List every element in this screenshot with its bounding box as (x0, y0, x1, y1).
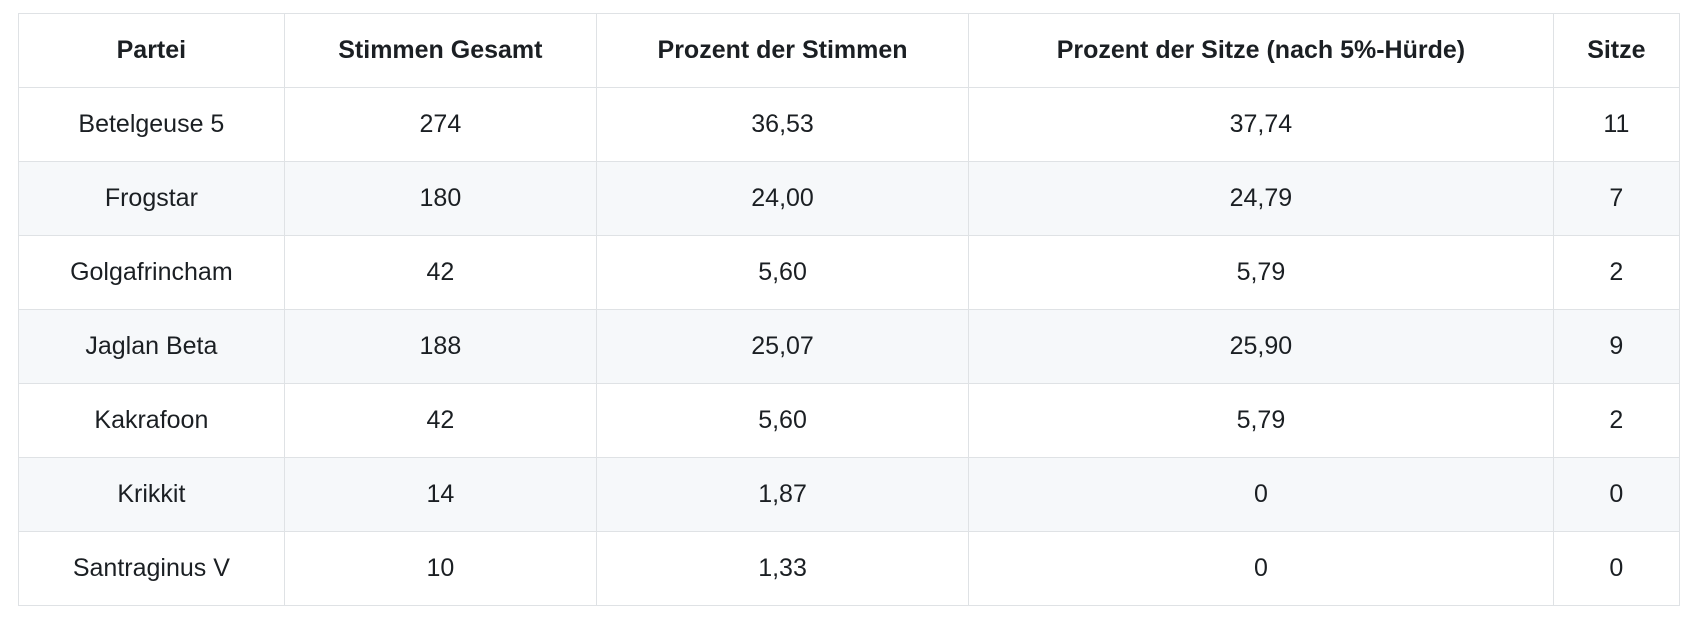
cell-prozent-stimmen: 1,87 (596, 457, 970, 532)
table-row: Santraginus V 10 1,33 0 0 (18, 531, 1681, 606)
cell-partei: Golgafrincham (18, 235, 285, 310)
election-results-table: Partei Stimmen Gesamt Prozent der Stimme… (18, 13, 1681, 606)
cell-prozent-sitze: 5,79 (968, 235, 1554, 310)
table-row: Frogstar 180 24,00 24,79 7 (18, 161, 1681, 236)
cell-prozent-sitze: 24,79 (968, 161, 1554, 236)
cell-prozent-stimmen: 36,53 (596, 87, 970, 162)
cell-prozent-sitze: 0 (968, 531, 1554, 606)
cell-stimmen-gesamt: 188 (283, 309, 598, 384)
cell-stimmen-gesamt: 14 (283, 457, 598, 532)
table-row: Golgafrincham 42 5,60 5,79 2 (18, 235, 1681, 310)
table-body: Betelgeuse 5 274 36,53 37,74 11 Frogstar 180 24… (18, 87, 1681, 606)
cell-sitze: 2 (1552, 235, 1681, 310)
column-header-stimmen-gesamt: Stimmen Gesamt (283, 13, 598, 88)
column-header-prozent-sitze: Prozent der Sitze (nach 5%-Hürde) (968, 13, 1554, 88)
cell-prozent-stimmen: 1,33 (596, 531, 970, 606)
cell-partei: Betelgeuse 5 (18, 87, 285, 162)
header-row: Partei Stimmen Gesamt Prozent der Stimme… (18, 13, 1681, 88)
cell-sitze: 7 (1552, 161, 1681, 236)
cell-sitze: 2 (1552, 383, 1681, 458)
cell-stimmen-gesamt: 42 (283, 383, 598, 458)
table-row: Jaglan Beta 188 25,07 25,90 9 (18, 309, 1681, 384)
column-header-partei: Partei (18, 13, 285, 88)
cell-partei: Santraginus V (18, 531, 285, 606)
cell-partei: Frogstar (18, 161, 285, 236)
cell-prozent-stimmen: 24,00 (596, 161, 970, 236)
cell-stimmen-gesamt: 10 (283, 531, 598, 606)
cell-sitze: 0 (1552, 457, 1681, 532)
cell-partei: Jaglan Beta (18, 309, 285, 384)
cell-sitze: 0 (1552, 531, 1681, 606)
cell-prozent-sitze: 5,79 (968, 383, 1554, 458)
table-row: Krikkit 14 1,87 0 0 (18, 457, 1681, 532)
table-row: Betelgeuse 5 274 36,53 37,74 11 (18, 87, 1681, 162)
table-header: Partei Stimmen Gesamt Prozent der Stimme… (18, 13, 1681, 88)
cell-partei: Krikkit (18, 457, 285, 532)
cell-sitze: 11 (1552, 87, 1681, 162)
cell-sitze: 9 (1552, 309, 1681, 384)
cell-prozent-sitze: 0 (968, 457, 1554, 532)
column-header-sitze: Sitze (1552, 13, 1681, 88)
cell-prozent-sitze: 37,74 (968, 87, 1554, 162)
cell-partei: Kakrafoon (18, 383, 285, 458)
column-header-prozent-stimmen: Prozent der Stimmen (596, 13, 970, 88)
cell-stimmen-gesamt: 180 (283, 161, 598, 236)
cell-prozent-stimmen: 5,60 (596, 383, 970, 458)
cell-prozent-stimmen: 5,60 (596, 235, 970, 310)
cell-stimmen-gesamt: 274 (283, 87, 598, 162)
table-row: Kakrafoon 42 5,60 5,79 2 (18, 383, 1681, 458)
cell-prozent-sitze: 25,90 (968, 309, 1554, 384)
cell-prozent-stimmen: 25,07 (596, 309, 970, 384)
cell-stimmen-gesamt: 42 (283, 235, 598, 310)
